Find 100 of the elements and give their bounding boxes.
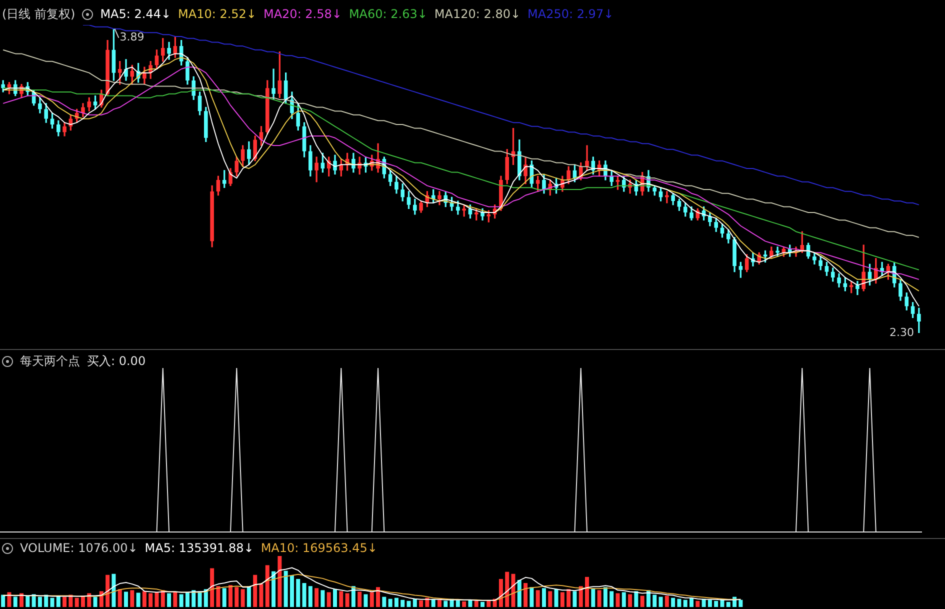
bar [382,596,386,607]
bar [154,592,159,607]
bar [554,589,558,607]
bar [462,601,466,607]
bar [345,593,350,607]
chart-title: (日线 前复权) [2,7,76,21]
bar [314,588,319,607]
bar [536,590,540,607]
bar [62,596,67,607]
bar [677,598,682,607]
bar [136,592,140,607]
bar [585,576,590,607]
bar [603,587,608,607]
text: MA20: 2.58↓ [263,7,342,21]
candlestick [272,68,276,100]
bar [591,588,596,607]
bar [468,600,472,607]
bar [38,596,42,607]
bar [511,574,516,607]
bar [406,600,411,607]
bar [517,580,522,607]
bar [106,574,110,607]
bar [431,599,436,607]
bar [548,591,552,607]
bar [524,583,528,607]
bar [308,586,312,607]
text: MA10: 169563.45↓ [260,541,378,555]
bar [412,598,417,607]
bar [228,585,232,607]
bar [302,583,306,607]
bar [437,600,442,607]
bar [210,568,214,607]
text: MA10: 2.52↓ [178,7,256,21]
bar [284,570,288,607]
bar [690,598,694,607]
bar [652,594,657,607]
bar [332,589,337,607]
bar [474,600,478,607]
bar [339,591,344,607]
candlestick [462,204,466,217]
bar [400,600,405,607]
bar [173,592,178,607]
bar [216,586,220,607]
bar [265,565,270,607]
bar [364,594,368,607]
bar [498,578,503,607]
bar [610,591,614,607]
bar [456,600,460,607]
bar [628,594,632,607]
bar [124,592,128,607]
bar [179,594,184,607]
bar [259,584,264,607]
bar [658,596,663,607]
bar [708,600,712,607]
bar [167,593,172,607]
bar [738,600,743,607]
bar [664,596,669,607]
bar [234,587,239,607]
text: MA250: 2.97↓ [528,7,614,21]
bar [370,592,374,607]
bar [20,593,24,607]
bar [272,571,276,607]
bar [376,587,380,607]
bar [192,590,196,607]
bar [444,600,448,607]
bar [566,589,571,607]
bar [185,592,190,607]
text: MA60: 2.63↓ [348,7,428,21]
bar [486,600,491,607]
bar [148,593,153,607]
bar [112,574,116,607]
bar [74,598,79,607]
bar [93,596,98,607]
text: MA5: 135391.88↓ [144,541,254,555]
bar [560,592,564,607]
bar [505,572,510,607]
bar [1,594,6,607]
bar [296,578,300,607]
series-label: 买入: 0.00 [87,354,146,368]
annotation: 2.30 [890,326,914,339]
bar [572,591,577,607]
bar [622,592,626,607]
bar [696,600,700,607]
bar [222,588,226,607]
bar [351,586,356,607]
bar [388,598,392,607]
bar [714,600,718,607]
bar [530,587,534,607]
bar [671,598,676,607]
bar [13,596,18,607]
bar [240,589,245,607]
bar [394,598,398,607]
bar [326,592,331,607]
bar [198,591,202,607]
bar [290,575,294,607]
bar [50,598,54,607]
bar [634,591,638,607]
bar [480,602,485,607]
bar [253,574,258,607]
bar [246,586,251,607]
